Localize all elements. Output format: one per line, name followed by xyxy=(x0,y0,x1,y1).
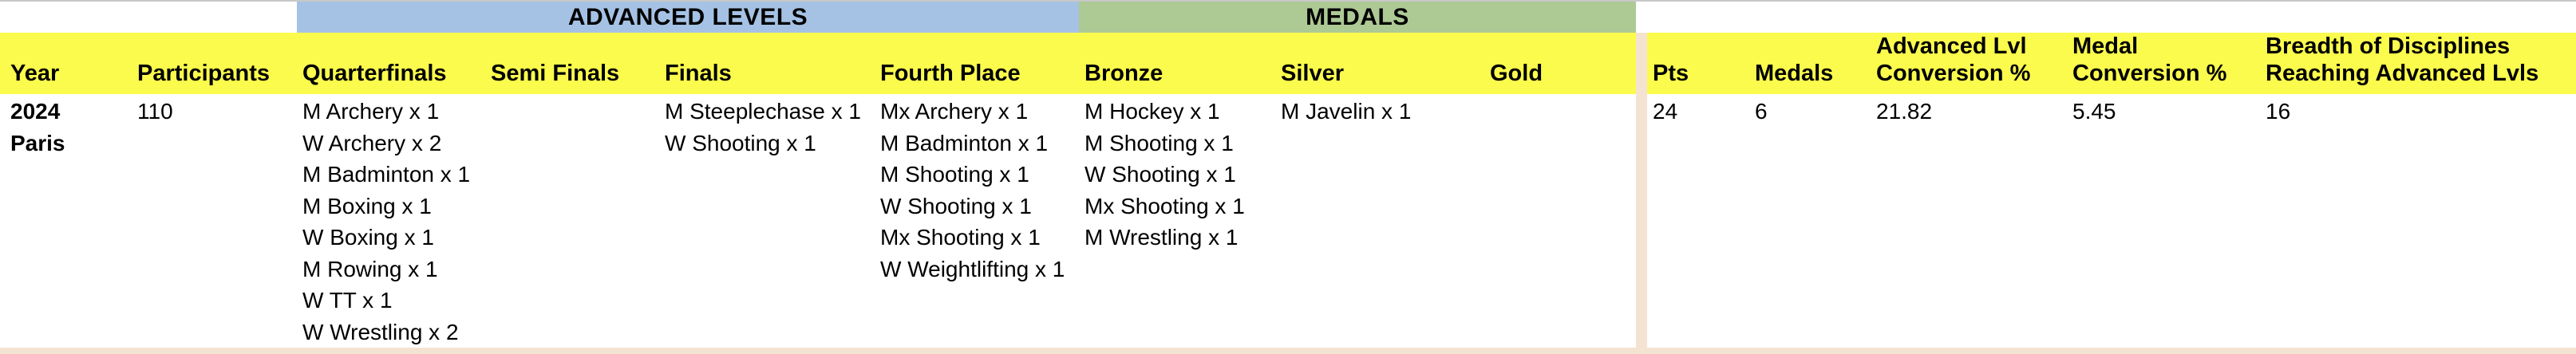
column-header-row: Year Participants Quarterfinals Semi Fin… xyxy=(0,33,2576,94)
event-line: M Shooting x 1 xyxy=(1085,130,1234,155)
section-divider xyxy=(1636,33,1647,94)
medals-value: 6 xyxy=(1755,99,1768,124)
event-line: Mx Shooting x 1 xyxy=(880,225,1041,250)
year-value: 2024 xyxy=(10,99,61,124)
event-line: Mx Shooting x 1 xyxy=(1085,193,1245,218)
cell-year[interactable]: 2024 Paris xyxy=(0,94,132,348)
header-gold[interactable]: Gold xyxy=(1484,33,1636,94)
data-row-2024-paris: 2024 Paris 110 M Archery x 1 W Archery x… xyxy=(0,94,2576,348)
header-breadth-line2: Reaching Advanced Lvls xyxy=(2266,61,2539,86)
header-breadth-of-disciplines[interactable]: Breadth of Disciplines Reaching Advanced… xyxy=(2260,33,2576,94)
header-medals[interactable]: Medals xyxy=(1749,33,1871,94)
header-finals-label: Finals xyxy=(665,61,732,86)
participants-value: 110 xyxy=(137,99,173,124)
cell-medal-conversion[interactable]: 5.45 xyxy=(2067,94,2260,348)
cell-semi-finals[interactable] xyxy=(485,94,659,348)
event-line: M Javelin x 1 xyxy=(1281,99,1412,124)
header-quarterfinals-label: Quarterfinals xyxy=(302,61,447,86)
advanced-lvl-conversion-value: 21.82 xyxy=(1876,99,1933,124)
cell-gold[interactable] xyxy=(1484,94,1636,348)
event-line: M Boxing x 1 xyxy=(302,193,432,218)
event-line: M Steeplechase x 1 xyxy=(665,99,861,124)
event-line: Mx Archery x 1 xyxy=(880,99,1029,124)
host-city-value: Paris xyxy=(10,130,65,155)
header-participants-label: Participants xyxy=(137,61,270,86)
header-silver[interactable]: Silver xyxy=(1275,33,1484,94)
advanced-levels-band-label: ADVANCED LEVELS xyxy=(567,3,808,30)
cell-medals[interactable]: 6 xyxy=(1749,94,1871,348)
header-breadth-line1: Breadth of Disciplines xyxy=(2266,33,2511,59)
cell-fourth-place[interactable]: Mx Archery x 1 M Badminton x 1 M Shootin… xyxy=(875,94,1079,348)
cell-bronze[interactable]: M Hockey x 1 M Shooting x 1 W Shooting x… xyxy=(1079,94,1275,348)
header-medal-conversion[interactable]: Medal Conversion % xyxy=(2067,33,2260,94)
medals-band[interactable]: MEDALS xyxy=(1079,2,1636,33)
header-year[interactable]: Year xyxy=(0,33,132,94)
header-medals-label: Medals xyxy=(1755,61,1834,86)
header-advanced-lvl-conversion[interactable]: Advanced Lvl Conversion % xyxy=(1871,33,2067,94)
group-band-row: ADVANCED LEVELS MEDALS xyxy=(0,2,2576,33)
cell-pts[interactable]: 24 xyxy=(1647,94,1749,348)
header-bronze[interactable]: Bronze xyxy=(1079,33,1275,94)
event-line: M Wrestling x 1 xyxy=(1085,225,1239,250)
event-line: W Shooting x 1 xyxy=(665,130,816,155)
event-line: W Wrestling x 2 xyxy=(302,319,459,344)
pts-value: 24 xyxy=(1653,99,1678,124)
event-line: W Weightlifting x 1 xyxy=(880,256,1065,281)
header-gold-label: Gold xyxy=(1490,61,1543,86)
header-finals[interactable]: Finals xyxy=(659,33,875,94)
bottom-border-stripe xyxy=(0,348,2576,354)
header-silver-label: Silver xyxy=(1281,61,1344,86)
header-pts[interactable]: Pts xyxy=(1647,33,1749,94)
cell-quarterfinals[interactable]: M Archery x 1 W Archery x 2 M Badminton … xyxy=(297,94,485,348)
cell-finals[interactable]: M Steeplechase x 1 W Shooting x 1 xyxy=(659,94,875,348)
cell-silver[interactable]: M Javelin x 1 xyxy=(1275,94,1484,348)
header-medal-conversion-line2: Conversion % xyxy=(2072,61,2227,86)
header-fourth-place[interactable]: Fourth Place xyxy=(875,33,1079,94)
header-semi-finals-label: Semi Finals xyxy=(491,61,620,86)
band-spacer-right xyxy=(1636,2,2576,33)
header-pts-label: Pts xyxy=(1653,61,1689,86)
cell-participants[interactable]: 110 xyxy=(132,94,297,348)
event-line: W TT x 1 xyxy=(302,288,393,313)
event-line: W Shooting x 1 xyxy=(1085,162,1236,187)
event-line: M Badminton x 1 xyxy=(880,130,1049,155)
event-line: M Shooting x 1 xyxy=(880,162,1029,187)
medals-band-label: MEDALS xyxy=(1306,3,1409,30)
event-line: M Archery x 1 xyxy=(302,99,440,124)
advanced-levels-band[interactable]: ADVANCED LEVELS xyxy=(297,2,1079,33)
header-semi-finals[interactable]: Semi Finals xyxy=(485,33,659,94)
header-quarterfinals[interactable]: Quarterfinals xyxy=(297,33,485,94)
header-advanced-lvl-conversion-line1: Advanced Lvl xyxy=(1876,33,2027,59)
event-line: M Badminton x 1 xyxy=(302,162,471,187)
breadth-value: 16 xyxy=(2266,99,2291,124)
header-year-label: Year xyxy=(10,61,60,86)
event-line: W Archery x 2 xyxy=(302,130,442,155)
cell-breadth-of-disciplines[interactable]: 16 xyxy=(2260,94,2576,348)
header-participants[interactable]: Participants xyxy=(132,33,297,94)
event-line: M Rowing x 1 xyxy=(302,256,438,281)
header-advanced-lvl-conversion-line2: Conversion % xyxy=(1876,61,2031,86)
header-fourth-place-label: Fourth Place xyxy=(880,61,1021,86)
cell-advanced-lvl-conversion[interactable]: 21.82 xyxy=(1871,94,2067,348)
event-line: W Shooting x 1 xyxy=(880,193,1032,218)
header-medal-conversion-line1: Medal xyxy=(2072,33,2139,59)
event-line: M Hockey x 1 xyxy=(1085,99,1220,124)
event-line: W Boxing x 1 xyxy=(302,225,434,250)
section-divider xyxy=(1636,94,1647,348)
band-spacer-left xyxy=(0,2,297,33)
header-bronze-label: Bronze xyxy=(1085,61,1164,86)
medal-conversion-value: 5.45 xyxy=(2072,99,2116,124)
